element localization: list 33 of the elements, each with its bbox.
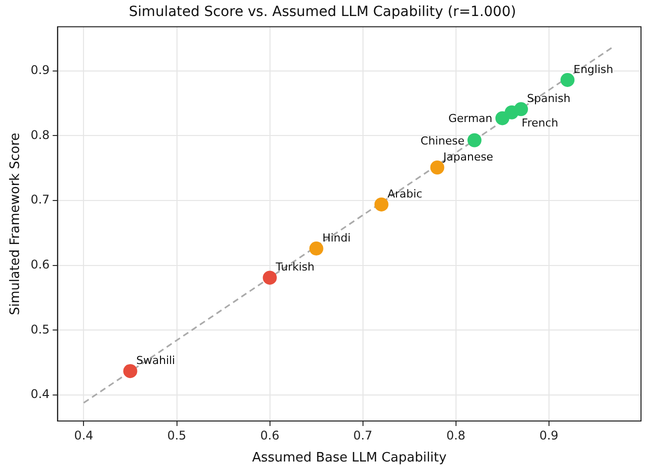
y-tick-label: 0.5: [30, 322, 50, 336]
point: [430, 160, 444, 174]
annotation: Arabic: [387, 187, 422, 200]
y-tick-label: 0.7: [30, 192, 50, 207]
annotation: Turkish: [274, 260, 314, 274]
annotation: English: [574, 62, 614, 76]
x-tick-label: 0.6: [260, 428, 280, 442]
x-tick-label: 0.5: [167, 428, 186, 442]
annotation: Swahili: [136, 354, 176, 368]
point: [467, 133, 482, 148]
x-tick-label: 0.7: [353, 428, 372, 442]
y-tick-label: 0.9: [30, 63, 50, 78]
annotation: Hindi: [322, 232, 351, 245]
chart-title: Simulated Score vs. Assumed LLM Capability (r=1.000): [128, 4, 516, 20]
annotation: German: [448, 112, 492, 126]
point: [262, 270, 277, 285]
x-tick-label: 0.9: [539, 428, 558, 442]
annotation: Chinese: [420, 134, 465, 148]
x-tick-label: 0.4: [74, 428, 94, 442]
point: [560, 72, 575, 87]
point: [374, 197, 388, 212]
y-tick-label: 0.8: [30, 128, 50, 142]
y-tick-label: 0.4: [30, 387, 50, 402]
annotation: Spanish: [526, 92, 570, 106]
y-axis-title: Simulated Framework Score: [8, 132, 24, 316]
point: [309, 242, 324, 256]
x-tick-label: 0.8: [446, 428, 466, 442]
point: [514, 102, 528, 116]
annotation: Japanese: [442, 150, 494, 164]
point: [123, 364, 138, 378]
annotation: French: [522, 116, 558, 130]
y-tick-label: 0.6: [30, 258, 50, 272]
x-axis-title: Assumed Base LLM Capability: [252, 450, 447, 466]
